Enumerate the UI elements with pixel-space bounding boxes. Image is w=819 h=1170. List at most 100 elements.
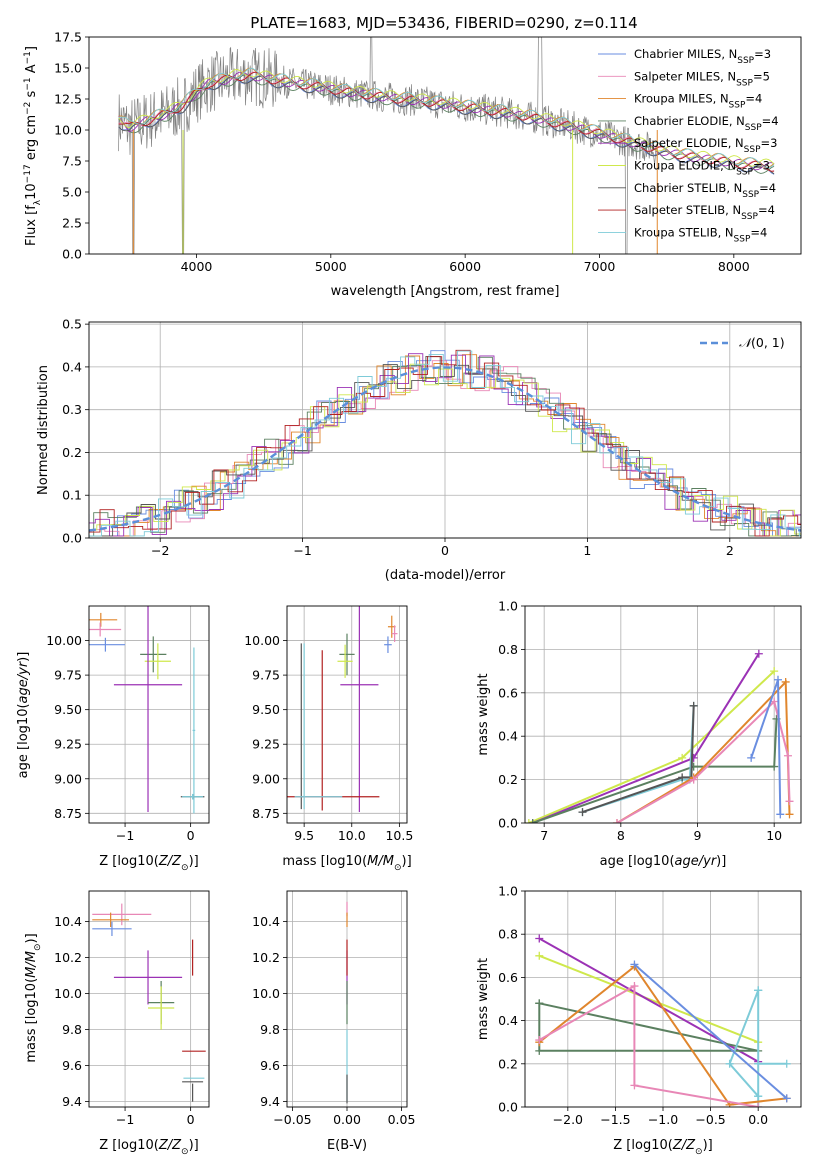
y-axis-label-part: )] [24,933,39,943]
x-tick-label: −2.0 [553,1112,583,1127]
x-axis-label-part: Z [log [99,854,137,869]
y-axis-label-part: age/yr [16,660,31,703]
y-tick-label: 9.8 [62,1022,82,1037]
weight-vs-metallicity-panel: −2.0 −1.5 −1.0 −0.5 0.0 0.0 0.2 0.4 0.6 0.8 1.0 Z [… [476,884,802,1157]
legend-label-cM: Chabrier MILES, NSSP=3 [634,47,771,66]
y-axis-label-part: −17 [23,164,33,183]
x-axis-label-part: )] [703,1138,713,1153]
weight-marker-kE [525,819,533,823]
weight-marker-sE [754,649,763,658]
x-tick-label: −0.5 [695,1112,725,1127]
x-axis-label-part: ( [154,1138,159,1153]
y-tick-label: 10.4 [54,914,82,929]
y-tick-label: 0.0 [498,1100,518,1115]
legend-label-kS-part: =4 [750,225,767,239]
x-tick-label: 6000 [449,259,481,274]
weight-marker-cE [528,819,537,823]
y-tick-label: 0.6 [498,970,518,985]
y-tick-label: 9.50 [252,702,280,717]
model-spectrum-cS [118,75,775,175]
legend-label-sM-part: SSP [736,78,753,88]
legend-label-normal: 𝒩(0, 1) [739,335,785,350]
x-axis-label-part: E(B-V) [327,1138,367,1153]
legend-label-kE-part: Kroupa ELODIE, N [634,159,736,173]
x-tick-label: 2 [726,543,734,558]
x-axis-label-part: )] [402,854,412,869]
x-axis-label-part: )] [189,854,199,869]
x-axis-label-part: ( [668,1138,673,1153]
y-tick-label: 9.50 [54,702,82,717]
legend-label-sM: Salpeter MILES, NSSP=5 [634,69,770,88]
x-axis-label-part: 10 [651,1138,668,1153]
legend-label-cM-part: SSP [737,56,754,66]
y-axis-label: mass weight [476,673,491,755]
legend-label-kM: Kroupa MILES, NSSP=4 [634,92,762,111]
legend-label-kE-part: =3 [753,159,770,173]
legend-label-kS: Kroupa STELIB, NSSP=4 [634,225,767,244]
y-tick-label: 1.0 [498,599,518,614]
weight-Z-plot-area [535,934,791,1107]
spectrum-plot-area [118,37,775,254]
x-tick-label: −1 [116,1112,134,1127]
x-tick-label: 8 [617,828,625,843]
y-tick-label: 8.75 [252,806,280,821]
x-axis-label: (data-model)/error [385,568,506,583]
axes-frame [88,605,210,824]
legend-label-cE: Chabrier ELODIE, NSSP=4 [634,114,779,133]
weight-marker-kE [770,667,779,676]
legend-label-cE-part: Chabrier ELODIE, N [634,114,745,128]
x-tick-label: 9 [694,828,702,843]
y-tick-label: 9.00 [252,771,280,786]
x-tick-label: 10 [766,828,782,843]
mass-vs-metallicity-panel: −1 09.49.69.810.010.210.4Z [log10(Z/Z⊙)]m… [24,890,210,1157]
legend-label-cM-part: Chabrier MILES, N [634,47,737,61]
x-tick-label: 9.5 [294,828,314,843]
x-tick-label: −1 [293,543,311,558]
y-tick-label: 2.5 [62,216,82,231]
legend-label-kM-part: =4 [745,92,762,106]
weight-marker-sM [754,1103,763,1107]
y-tick-label: 15.0 [54,61,82,76]
x-tick-label: 0 [441,543,449,558]
histogram-cE [89,356,801,537]
y-tick-label: 9.75 [54,668,82,683]
y-axis-label-part: −2 [23,102,33,115]
y-tick-label: 0.0 [62,531,82,546]
weight-marker-kM [781,677,790,686]
y-tick-label: 10.00 [46,633,82,648]
y-axis-label-part: 10 [24,183,39,200]
weight-line-kS [728,990,787,1107]
x-axis-label-part: M/M [367,854,394,869]
y-tick-label: 17.5 [54,30,82,45]
axes-frame [286,605,408,824]
weight-line-cS [582,705,695,814]
observed-spectrum [118,37,658,254]
y-axis-label-part: erg cm [24,115,39,164]
legend-label-cS-part: =4 [759,181,776,195]
x-axis-label-part: Z/Z [672,1138,696,1153]
legend-label-kE: Kroupa ELODIE, NSSP=3 [634,159,770,178]
x-tick-label: −1 [116,828,134,843]
x-tick-label: 10.0 [338,828,366,843]
y-tick-label: 0.0 [498,816,518,831]
y-tick-label: 10.0 [252,986,280,1001]
x-tick-label: 0.05 [388,1112,416,1127]
weight-marker-cM [776,810,785,819]
weight-marker-sE [535,934,544,943]
x-axis-label-part: Z [log [99,1138,137,1153]
mass-vs-extinction-panel: −0.05 0.00 0.05 9.4 9.6 9.8 10.0 10.2 10.4 E(B-V) [252,890,416,1153]
weight-marker-kS [754,1092,763,1101]
y-tick-label: 9.00 [54,771,82,786]
y-tick-label: 0.3 [62,402,82,417]
legend-label-cS: Chabrier STELIB, NSSP=4 [634,181,776,200]
x-axis-label-part: age/yr [675,854,718,869]
y-tick-label: 10.2 [54,950,82,965]
x-axis-label: age [log10(age/yr)] [600,854,727,869]
y-tick-label: 0.1 [62,488,82,503]
weight-marker-cM [747,753,756,762]
y-tick-label: 0.8 [498,642,518,657]
x-tick-label: 4000 [181,259,213,274]
weight-line-cE [532,718,778,823]
